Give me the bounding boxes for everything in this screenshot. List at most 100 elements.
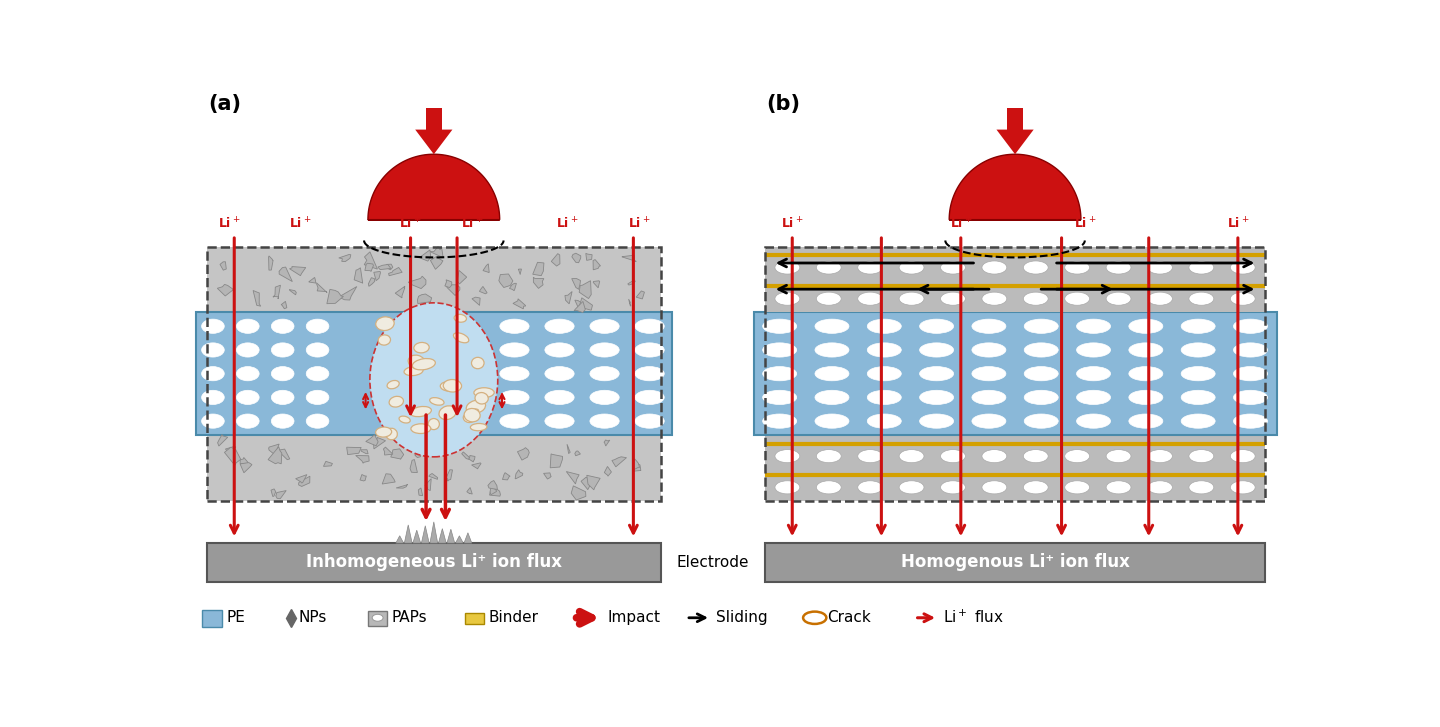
Polygon shape	[446, 529, 455, 543]
Ellipse shape	[1129, 414, 1164, 428]
Ellipse shape	[412, 358, 435, 370]
Ellipse shape	[867, 319, 901, 334]
Ellipse shape	[920, 343, 953, 357]
Ellipse shape	[307, 319, 328, 334]
Polygon shape	[396, 536, 403, 543]
Ellipse shape	[899, 449, 924, 462]
Text: Inhomogeneous Li⁺ ion flux: Inhomogeneous Li⁺ ion flux	[305, 553, 562, 571]
Ellipse shape	[1064, 292, 1090, 305]
Text: Li$^+$: Li$^+$	[461, 216, 484, 231]
Polygon shape	[377, 265, 390, 270]
Ellipse shape	[408, 355, 425, 369]
Text: Li$^+$: Li$^+$	[1074, 216, 1096, 231]
Ellipse shape	[544, 366, 575, 381]
Polygon shape	[472, 297, 480, 305]
Text: Homogenous Li⁺ ion flux: Homogenous Li⁺ ion flux	[900, 553, 1129, 571]
Polygon shape	[327, 289, 343, 304]
Ellipse shape	[635, 414, 664, 428]
Bar	[765, 246, 1264, 312]
Ellipse shape	[899, 481, 924, 494]
Polygon shape	[240, 457, 248, 464]
Text: Electrode: Electrode	[677, 555, 749, 570]
Text: (a): (a)	[209, 95, 242, 114]
Ellipse shape	[307, 390, 328, 404]
Ellipse shape	[972, 343, 1007, 357]
Ellipse shape	[372, 614, 383, 622]
Ellipse shape	[763, 390, 796, 404]
Ellipse shape	[464, 409, 480, 422]
Polygon shape	[390, 449, 403, 459]
Ellipse shape	[410, 406, 432, 417]
Polygon shape	[445, 280, 452, 288]
Polygon shape	[996, 129, 1034, 154]
Ellipse shape	[867, 390, 901, 404]
Polygon shape	[418, 488, 422, 496]
Ellipse shape	[307, 343, 328, 357]
Polygon shape	[575, 300, 588, 311]
Polygon shape	[518, 269, 521, 275]
Polygon shape	[360, 475, 366, 481]
Ellipse shape	[1230, 449, 1256, 462]
Polygon shape	[274, 285, 281, 299]
Ellipse shape	[454, 333, 469, 343]
Ellipse shape	[590, 319, 619, 334]
Text: Li$^+$ flux: Li$^+$ flux	[943, 609, 1004, 627]
Ellipse shape	[202, 390, 225, 404]
Ellipse shape	[429, 398, 444, 405]
Ellipse shape	[867, 366, 901, 381]
Ellipse shape	[635, 366, 664, 381]
Polygon shape	[347, 447, 361, 454]
Ellipse shape	[386, 428, 397, 440]
Polygon shape	[451, 444, 459, 448]
Text: Li$^+$: Li$^+$	[949, 216, 972, 231]
Text: NPs: NPs	[298, 610, 327, 625]
Ellipse shape	[399, 416, 410, 423]
Bar	[207, 435, 661, 501]
Polygon shape	[572, 278, 580, 289]
Text: Sliding: Sliding	[716, 610, 768, 625]
Ellipse shape	[920, 414, 953, 428]
Ellipse shape	[1106, 481, 1130, 494]
Ellipse shape	[1077, 343, 1110, 357]
Ellipse shape	[544, 414, 575, 428]
Polygon shape	[575, 451, 580, 456]
Ellipse shape	[307, 414, 328, 428]
Ellipse shape	[471, 424, 487, 430]
Polygon shape	[405, 525, 412, 543]
Polygon shape	[225, 447, 240, 465]
Ellipse shape	[370, 303, 498, 457]
Bar	[465, 613, 484, 624]
Polygon shape	[418, 294, 432, 303]
Ellipse shape	[635, 343, 664, 357]
Polygon shape	[579, 281, 592, 299]
Ellipse shape	[236, 343, 259, 357]
Ellipse shape	[1106, 261, 1130, 274]
Ellipse shape	[858, 261, 883, 274]
Ellipse shape	[815, 319, 850, 334]
Polygon shape	[271, 489, 276, 497]
Ellipse shape	[763, 343, 796, 357]
Polygon shape	[269, 444, 279, 454]
Polygon shape	[632, 463, 641, 471]
Ellipse shape	[1181, 366, 1215, 381]
Ellipse shape	[1024, 390, 1058, 404]
Polygon shape	[308, 278, 317, 283]
Bar	[369, 611, 387, 626]
Bar	[765, 246, 1264, 501]
Ellipse shape	[464, 414, 475, 422]
Ellipse shape	[1077, 414, 1110, 428]
Ellipse shape	[867, 343, 901, 357]
Text: Li$^+$: Li$^+$	[399, 216, 422, 231]
Ellipse shape	[1230, 292, 1256, 305]
Polygon shape	[240, 462, 252, 473]
Ellipse shape	[1181, 390, 1215, 404]
Polygon shape	[628, 280, 635, 285]
Polygon shape	[564, 292, 572, 304]
Ellipse shape	[202, 343, 225, 357]
Polygon shape	[338, 254, 351, 262]
Polygon shape	[340, 286, 357, 300]
Polygon shape	[369, 154, 500, 220]
Ellipse shape	[1024, 292, 1048, 305]
Polygon shape	[438, 529, 446, 543]
Text: Li$^+$: Li$^+$	[556, 216, 579, 231]
